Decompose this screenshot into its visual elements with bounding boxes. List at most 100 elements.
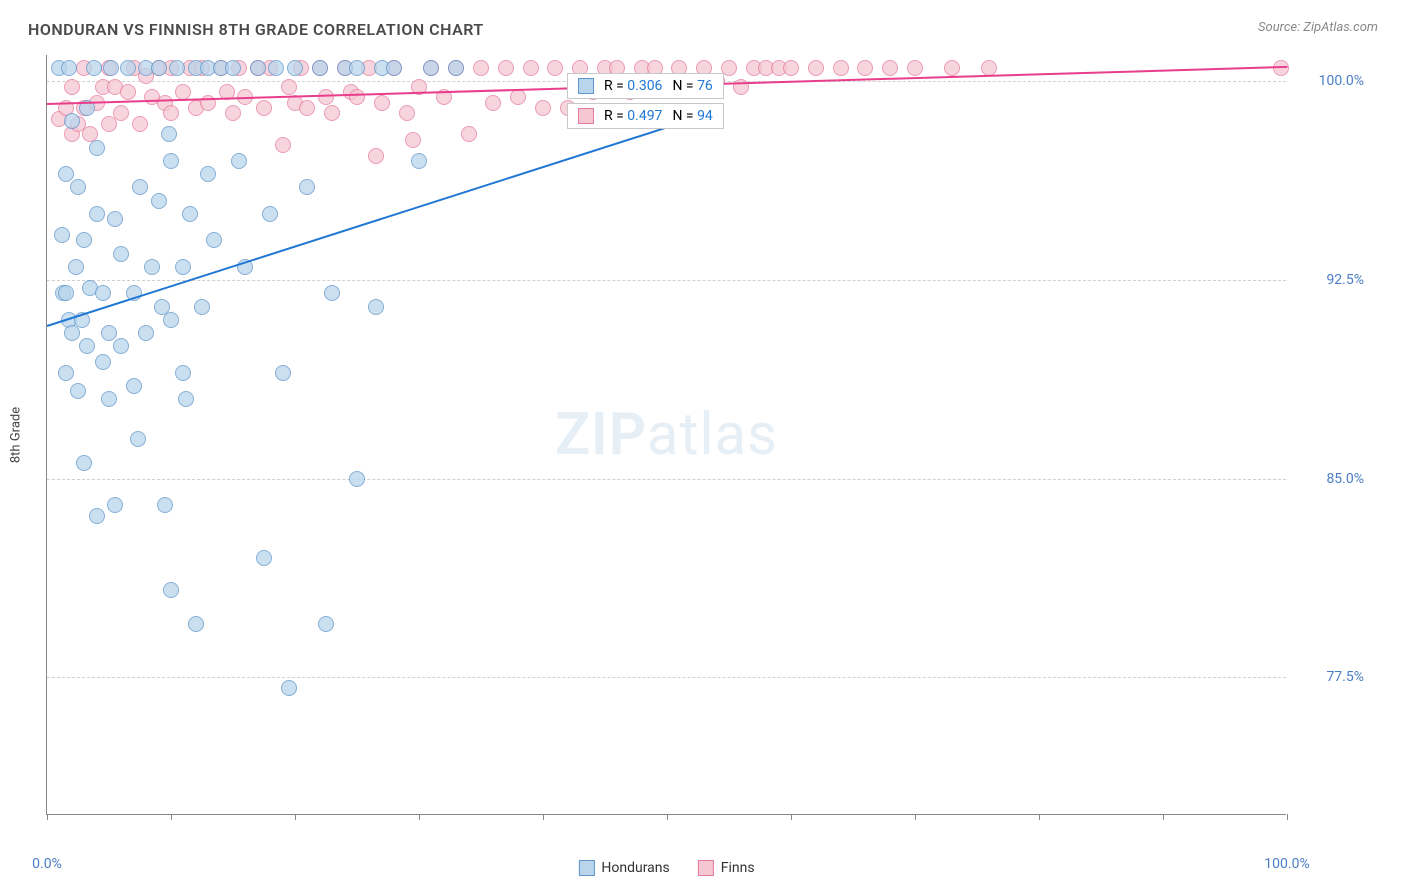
data-point — [70, 179, 86, 195]
data-point — [169, 60, 185, 76]
stats-n: N = 94 — [672, 108, 712, 124]
data-point — [175, 84, 191, 100]
data-point — [349, 60, 365, 76]
data-point — [70, 383, 86, 399]
data-point — [448, 60, 464, 76]
data-point — [324, 285, 340, 301]
y-tick-label: 85.0% — [1294, 471, 1364, 487]
data-point — [151, 60, 167, 76]
data-point — [324, 105, 340, 121]
data-point — [206, 232, 222, 248]
stats-box-finns: R = 0.497N = 94 — [567, 103, 724, 129]
data-point — [54, 227, 70, 243]
data-point — [89, 206, 105, 222]
data-point — [95, 285, 111, 301]
data-point — [64, 113, 80, 129]
data-point — [163, 105, 179, 121]
data-point — [368, 299, 384, 315]
stats-swatch — [578, 78, 594, 94]
data-point — [262, 206, 278, 222]
x-tick — [915, 814, 916, 820]
y-tick-label: 92.5% — [1294, 272, 1364, 288]
data-point — [107, 211, 123, 227]
chart-title: HONDURAN VS FINNISH 8TH GRADE CORRELATIO… — [28, 20, 484, 39]
data-point — [411, 153, 427, 169]
data-point — [368, 148, 384, 164]
data-point — [547, 60, 563, 76]
x-tick-label: 100.0% — [1264, 856, 1309, 872]
data-point — [194, 299, 210, 315]
chart-container: 8th Grade ZIPatlas 77.5%85.0%92.5%100.0%… — [46, 55, 1366, 815]
data-point — [163, 153, 179, 169]
data-point — [299, 179, 315, 195]
data-point — [225, 60, 241, 76]
stats-box-hondurans: R = 0.306N = 76 — [567, 73, 724, 99]
legend-label: Hondurans — [601, 860, 669, 876]
data-point — [808, 60, 824, 76]
x-tick — [1163, 814, 1164, 820]
data-point — [89, 140, 105, 156]
data-point — [857, 60, 873, 76]
data-point — [163, 312, 179, 328]
data-point — [58, 166, 74, 182]
source-attribution: Source: ZipAtlas.com — [1258, 20, 1378, 35]
stats-swatch — [578, 108, 594, 124]
data-point — [268, 60, 284, 76]
data-point — [64, 79, 80, 95]
data-point — [107, 497, 123, 513]
data-point — [89, 508, 105, 524]
data-point — [299, 100, 315, 116]
data-point — [58, 365, 74, 381]
y-tick-label: 77.5% — [1294, 669, 1364, 685]
data-point — [68, 259, 84, 275]
data-point — [907, 60, 923, 76]
data-point — [101, 391, 117, 407]
data-point — [231, 153, 247, 169]
data-point — [349, 471, 365, 487]
data-point — [95, 354, 111, 370]
data-point — [318, 89, 334, 105]
legend-swatch — [578, 860, 594, 876]
x-tick — [667, 814, 668, 820]
data-point — [225, 105, 241, 121]
data-point — [287, 60, 303, 76]
data-point — [58, 285, 74, 301]
trend-line-hondurans — [47, 127, 668, 328]
data-point — [535, 100, 551, 116]
data-point — [783, 60, 799, 76]
data-point — [473, 60, 489, 76]
data-point — [182, 206, 198, 222]
data-point — [101, 325, 117, 341]
data-point — [250, 60, 266, 76]
legend-label: Finns — [721, 860, 755, 876]
data-point — [833, 60, 849, 76]
legend: Hondurans Finns — [578, 860, 754, 876]
data-point — [510, 89, 526, 105]
data-point — [944, 60, 960, 76]
data-point — [399, 105, 415, 121]
data-point — [523, 60, 539, 76]
data-point — [120, 60, 136, 76]
data-point — [200, 166, 216, 182]
x-tick — [791, 814, 792, 820]
plot-area: ZIPatlas 77.5%85.0%92.5%100.0%0.0%100.0%… — [46, 55, 1286, 815]
data-point — [423, 60, 439, 76]
legend-item-finns: Finns — [698, 860, 755, 876]
data-point — [312, 60, 328, 76]
legend-item-hondurans: Hondurans — [578, 860, 669, 876]
data-point — [144, 259, 160, 275]
data-point — [275, 365, 291, 381]
data-point — [178, 391, 194, 407]
y-tick-label: 100.0% — [1294, 73, 1364, 89]
data-point — [882, 60, 898, 76]
data-point — [256, 550, 272, 566]
data-point — [126, 378, 142, 394]
x-tick — [171, 814, 172, 820]
x-tick — [47, 814, 48, 820]
y-axis-title: 8th Grade — [9, 407, 24, 463]
data-point — [163, 582, 179, 598]
data-point — [113, 246, 129, 262]
data-point — [318, 616, 334, 632]
legend-swatch — [698, 860, 714, 876]
data-point — [103, 60, 119, 76]
